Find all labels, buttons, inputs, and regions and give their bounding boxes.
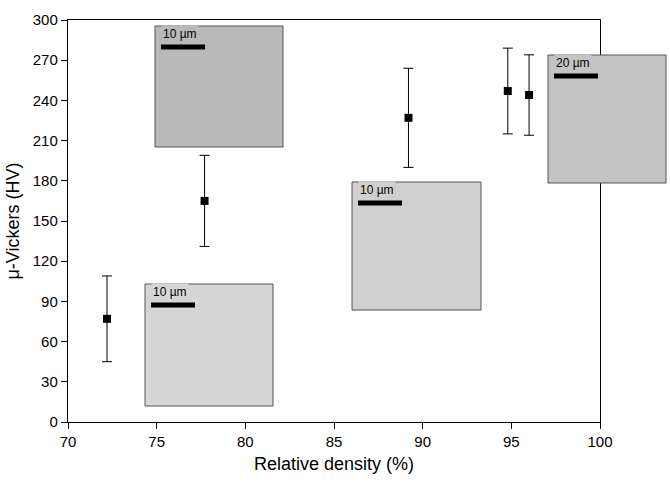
svg-text:300: 300: [33, 11, 58, 28]
svg-text:30: 30: [41, 373, 58, 390]
svg-text:75: 75: [148, 433, 165, 450]
svg-text:μ-Vickers (HV): μ-Vickers (HV): [3, 162, 23, 279]
svg-text:150: 150: [33, 212, 58, 229]
svg-text:10 µm: 10 µm: [153, 285, 187, 299]
svg-text:10 µm: 10 µm: [163, 27, 197, 41]
svg-text:210: 210: [33, 132, 58, 149]
svg-text:95: 95: [503, 433, 520, 450]
svg-text:90: 90: [41, 293, 58, 310]
svg-text:70: 70: [60, 433, 77, 450]
svg-text:Relative density (%): Relative density (%): [254, 454, 414, 474]
svg-text:10 µm: 10 µm: [360, 183, 394, 197]
svg-text:0: 0: [49, 413, 57, 430]
svg-text:90: 90: [414, 433, 431, 450]
svg-text:270: 270: [33, 51, 58, 68]
svg-text:60: 60: [41, 333, 58, 350]
svg-text:80: 80: [237, 433, 254, 450]
svg-text:85: 85: [326, 433, 343, 450]
svg-text:20 µm: 20 µm: [556, 56, 590, 70]
svg-text:180: 180: [33, 172, 58, 189]
svg-text:120: 120: [33, 252, 58, 269]
svg-text:240: 240: [33, 92, 58, 109]
svg-text:100: 100: [587, 433, 612, 450]
